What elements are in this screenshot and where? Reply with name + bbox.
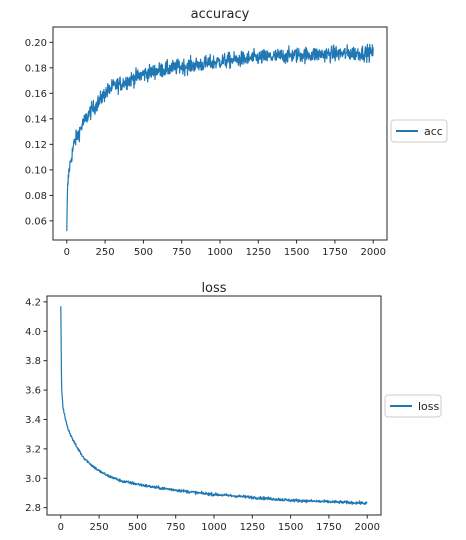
legend: acc	[390, 119, 448, 143]
x-tick-label: 250	[90, 522, 109, 533]
x-tick-label: 500	[134, 247, 153, 258]
loss-chart: loss 0 250 500 750 1000 1250 1500 1750 2000 2.8 3…	[25, 281, 442, 533]
series-layer	[66, 43, 374, 232]
x-axis-ticks: 0 250 500 750 1000 1250 1500 1750 2000	[58, 515, 380, 533]
x-axis-ticks: 0 250 500 750 1000 1250 1500 1750 2000	[64, 240, 386, 258]
y-tick-label: 3.4	[25, 415, 41, 426]
chart-title: accuracy	[191, 7, 250, 22]
y-tick-label: 4.0	[25, 327, 41, 338]
y-tick-label: 0.20	[25, 38, 47, 49]
series-line-acc	[66, 43, 374, 232]
x-tick-label: 1500	[284, 247, 309, 258]
y-tick-label: 3.0	[25, 474, 41, 485]
x-tick-label: 1750	[322, 247, 347, 258]
x-tick-label: 2000	[354, 522, 379, 533]
y-tick-label: 0.06	[25, 216, 47, 227]
x-tick-label: 0	[58, 522, 64, 533]
y-tick-label: 0.08	[25, 191, 47, 202]
legend-box	[390, 119, 448, 143]
y-axis-ticks: 0.06 0.08 0.10 0.12 0.14 0.16 0.18 0.20	[25, 38, 53, 227]
accuracy-chart: accuracy 0 250 500 750 1000 1250 1500 1750 2000 …	[25, 7, 448, 258]
y-tick-label: 3.6	[25, 386, 41, 397]
y-tick-label: 0.14	[25, 114, 47, 125]
x-tick-label: 1500	[278, 522, 303, 533]
y-tick-label: 0.12	[25, 140, 47, 151]
x-tick-label: 2000	[360, 247, 385, 258]
y-tick-label: 0.16	[25, 89, 47, 100]
x-tick-label: 1250	[246, 247, 271, 258]
y-tick-label: 3.8	[25, 356, 41, 367]
x-tick-label: 1250	[240, 522, 265, 533]
legend-box	[384, 394, 442, 418]
chart-title: loss	[201, 281, 226, 296]
legend-label: loss	[418, 400, 440, 413]
plot-area	[52, 26, 388, 241]
legend: loss	[384, 394, 442, 418]
y-axis-ticks: 2.8 3.0 3.2 3.4 3.6 3.8 4.0 4.2	[25, 297, 47, 514]
x-tick-label: 250	[96, 247, 115, 258]
x-tick-label: 1000	[207, 247, 232, 258]
series-layer	[60, 306, 368, 506]
y-tick-label: 0.10	[25, 165, 47, 176]
plot-area	[46, 295, 382, 516]
y-tick-label: 4.2	[25, 297, 41, 308]
x-tick-label: 1000	[201, 522, 226, 533]
legend-label: acc	[424, 125, 443, 138]
y-tick-label: 2.8	[25, 503, 41, 514]
y-tick-label: 3.2	[25, 444, 41, 455]
x-tick-label: 500	[128, 522, 147, 533]
x-tick-label: 750	[172, 247, 191, 258]
x-tick-label: 750	[166, 522, 185, 533]
x-tick-label: 0	[64, 247, 70, 258]
series-line-loss	[60, 306, 368, 506]
y-tick-label: 0.18	[25, 63, 47, 74]
x-tick-label: 1750	[316, 522, 341, 533]
